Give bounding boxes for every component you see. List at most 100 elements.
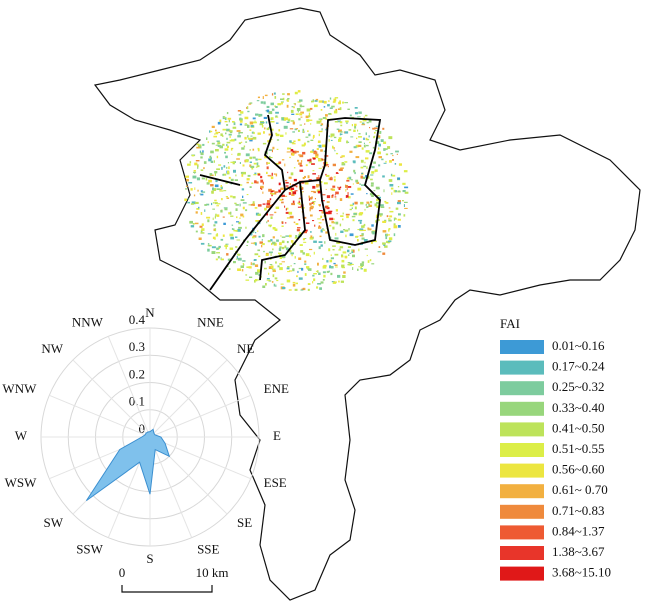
fai-pixel (230, 147, 233, 151)
fai-pixel (249, 121, 254, 125)
fai-pixel (332, 185, 336, 188)
fai-pixel (322, 228, 324, 230)
fai-pixel (360, 266, 362, 269)
fai-pixel (307, 140, 310, 143)
fai-pixel (257, 213, 261, 216)
fai-pixel (354, 123, 357, 126)
fai-pixel (271, 193, 275, 195)
fai-pixel (267, 174, 272, 177)
fai-pixel (279, 246, 282, 249)
fai-pixel (383, 244, 386, 246)
fai-pixel (361, 147, 364, 150)
fai-pixel (301, 105, 305, 108)
fai-pixel (344, 229, 349, 232)
fai-pixel (316, 189, 321, 193)
fai-pixel (244, 124, 249, 126)
fai-pixel (278, 189, 281, 193)
fai-pixel (375, 186, 380, 190)
fai-pixel (269, 224, 271, 228)
fai-pixel (297, 159, 300, 162)
fai-pixel (208, 179, 212, 183)
fai-pixel (259, 241, 263, 244)
fai-pixel (388, 237, 393, 241)
fai-pixel (210, 130, 213, 133)
fai-pixel (360, 263, 364, 266)
fai-pixel (240, 111, 244, 114)
fai-pixel (363, 142, 365, 144)
fai-pixel (292, 281, 296, 284)
fai-pixel (310, 150, 313, 153)
fai-pixel (235, 236, 238, 238)
fai-pixel (330, 176, 332, 180)
fai-pixel (254, 172, 257, 175)
fai-pixel (206, 137, 208, 140)
fai-pixel (330, 136, 333, 138)
fai-pixel (275, 284, 277, 287)
fai-pixel (346, 188, 348, 190)
fai-pixel (225, 243, 229, 245)
fai-pixel (226, 141, 231, 144)
fai-pixel (293, 167, 296, 169)
fai-pixel (361, 184, 365, 186)
fai-pixel (308, 198, 311, 201)
fai-pixel (196, 143, 200, 146)
fai-pixel (398, 163, 402, 166)
fai-pixel (340, 167, 344, 169)
fai-pixel (380, 139, 384, 142)
fai-pixel (338, 129, 342, 133)
fai-pixel (209, 155, 212, 158)
fai-pixel (368, 203, 370, 206)
fai-pixel (291, 106, 294, 108)
fai-pixel (333, 281, 337, 283)
fai-pixel (328, 211, 331, 215)
fai-pixel (286, 279, 291, 283)
fai-pixel (309, 248, 313, 251)
direction-label: NW (41, 341, 63, 356)
fai-pixel (207, 243, 210, 245)
fai-pixel (318, 159, 322, 162)
legend-swatch (500, 360, 544, 375)
fai-pixel (361, 233, 364, 236)
legend-swatch (500, 463, 544, 478)
fai-pixel (333, 222, 336, 224)
fai-pixel (200, 230, 203, 233)
fai-pixel (339, 198, 343, 201)
fai-pixel (275, 173, 278, 177)
fai-pixel (285, 179, 288, 182)
fai-pixel (375, 141, 380, 144)
fai-pixel (318, 226, 322, 229)
fai-pixel (345, 234, 347, 238)
fai-pixel (220, 185, 222, 187)
fai-pixel (237, 110, 242, 112)
fai-pixel (224, 245, 229, 247)
fai-pixel (272, 274, 275, 278)
fai-pixel (255, 220, 258, 222)
fai-pixel (191, 201, 196, 205)
fai-pixel (319, 120, 322, 123)
fai-pixel (330, 188, 334, 191)
fai-pixel (225, 132, 227, 135)
fai-pixel (292, 131, 295, 133)
legend-title: FAI (500, 316, 520, 331)
fai-pixel (338, 280, 340, 283)
legend-label: 0.17~0.24 (552, 359, 605, 374)
fai-pixel (351, 251, 354, 254)
fai-pixel (234, 202, 237, 205)
fai-pixel (372, 230, 377, 232)
fai-pixel (241, 147, 245, 150)
fai-pixel (335, 198, 337, 200)
fai-pixel (318, 241, 323, 243)
fai-pixel (286, 151, 291, 153)
fai-pixel (249, 161, 252, 163)
fai-pixel (300, 250, 304, 253)
fai-pixel (313, 151, 318, 155)
fai-pixel (251, 167, 254, 170)
fai-pixel (316, 177, 320, 180)
legend-swatch (500, 401, 544, 416)
fai-pixel (214, 171, 218, 174)
fai-pixel (267, 200, 271, 203)
fai-pixel (320, 215, 323, 218)
fai-pixel (302, 252, 305, 255)
direction-label: NNW (72, 314, 104, 329)
fai-pixel (254, 180, 257, 184)
